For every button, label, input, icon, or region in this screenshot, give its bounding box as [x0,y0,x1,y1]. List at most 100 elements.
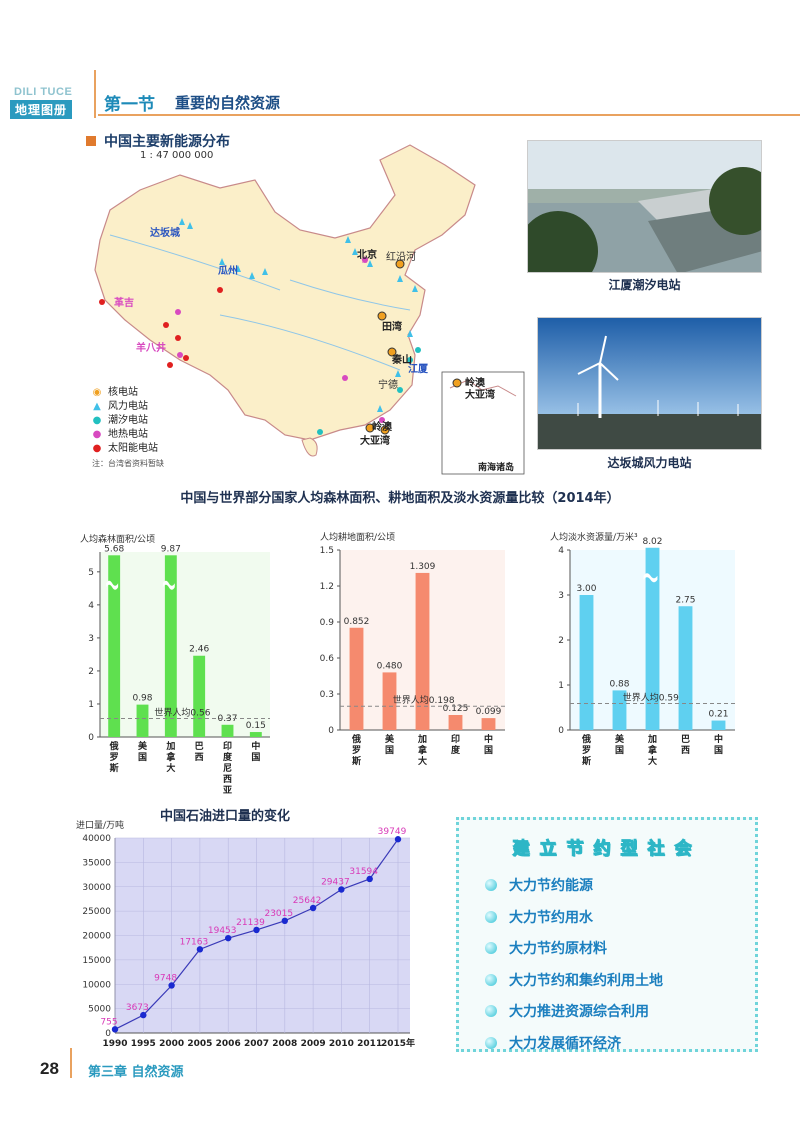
wind-icon: ▲ [93,401,101,412]
x-tick-label: 俄 [581,733,591,745]
x-tick-label: 拿 [647,744,658,756]
label-south-sea-islands: 南海诸岛 [478,461,514,473]
x-tick-label: 俄 [109,740,119,752]
data-label: 25642 [293,896,322,906]
bullet-icon [485,879,497,891]
legend-geothermal: ● 地热电站 [90,428,158,442]
section-number: 第一节 [104,95,155,115]
bar [349,627,364,730]
data-point [338,886,345,893]
x-tick-label: 斯 [352,755,361,767]
list-item: 大力推进资源综合利用 [485,1001,663,1021]
bullet-icon [485,1005,497,1017]
photo-caption-jiangxia: 江厦潮汐电站 [608,278,681,292]
data-label: 9.87 [161,544,181,554]
legend-tidal: ● 潮汐电站 [90,414,158,428]
farmland-area-chart: 人均耕地面积/公顷 0 0.3 0.6 0.9 1.2 1.5 0.852 俄罗斯 0.480 美国… [320,531,505,767]
list-item-text: 大力节约用水 [509,909,593,926]
data-point [196,946,204,953]
legend-label: 风力电站 [108,401,148,412]
x-tick-label: 亚 [223,785,232,796]
x-tick-label: 斯 [582,755,591,767]
legend-label: 地热电站 [108,429,148,440]
x-tick-label: 度 [223,751,233,763]
label-guazhou: 瓜州 [218,265,238,277]
world-average-label: 世界人均0.198 [393,694,455,706]
data-label: 0.099 [476,707,502,717]
nuclear-icon: ◉ [92,387,102,398]
title-square-icon [86,136,96,146]
axis-break-mark [162,580,175,590]
y-tick-label: 0 [558,726,564,736]
data-point [309,904,317,912]
x-tick-label: 国 [251,752,260,763]
data-label: 0.480 [377,661,403,671]
x-tick-label: 美 [385,733,395,745]
header-rule [98,114,800,116]
legend-label: 太阳能电站 [108,443,158,454]
y-tick-label: 35000 [82,858,111,868]
label-hongyanhe: 红沿河 [386,250,416,263]
x-tick-label: 美 [138,740,148,752]
x-tick-label: 美 [615,733,625,745]
conservation-list: 大力节约能源 大力节约用水 大力节约原材料 大力节约和集约利用土地 大力推进资源… [485,875,663,1064]
x-tick-label: 印 [223,740,232,752]
y-axis-label: 进口量/万吨 [76,819,124,831]
label-lingao: 岭澳 [372,420,393,433]
geothermal-icon: ● [92,429,102,440]
photo-caption-dabancheng: 达坂城风力电站 [607,456,692,470]
world-average-label: 世界人均0.59 [623,691,679,703]
solar-icon: ● [92,443,102,454]
x-tick-label: 国 [385,745,394,756]
oil-import-chart: 进口量/万吨 0 5000 10000 15000 20000 25000 30000 3500… [76,819,415,1049]
data-label: 5.68 [104,544,124,554]
x-tick-label: 加 [165,740,175,752]
geothermal-station-markers [175,257,385,423]
bar [249,732,262,737]
y-tick-label: 0.6 [320,654,335,664]
y-tick-label: 1.5 [320,546,334,556]
y-tick-label: 4 [88,601,94,611]
x-tick-label: 国 [484,745,493,756]
nuclear-station-markers [365,259,462,435]
chapter-label: 第三章 自然资源 [88,1065,184,1080]
x-tick-label: 2008 [272,1039,297,1049]
bar [481,718,496,730]
data-label: 0.125 [443,704,469,714]
label-jiangxia: 江厦 [408,362,429,375]
series-english: DILI TUCE [14,86,73,98]
beijing-star-icon: ★ [360,255,369,266]
label-qinshan: 秦山 [391,353,412,366]
china-land [94,144,476,441]
world-average-label: 世界人均0.56 [154,707,210,719]
bar [136,704,149,737]
bar [448,715,463,730]
axis-break-mark [106,580,119,590]
x-tick-label: 国 [714,745,723,756]
x-tick-label: 1995 [131,1039,156,1049]
x-tick-label: 罗 [110,752,119,763]
x-tick-label: 斯 [110,762,119,774]
label-beijing: 北京 [357,248,377,261]
y-tick-label: 20000 [82,932,111,942]
bar [711,720,726,730]
data-label: 21139 [236,918,265,928]
label-lingao-inset: 岭澳 [465,376,486,389]
list-item-text: 大力节约原材料 [509,941,607,957]
x-tick-label: 大 [166,762,175,774]
data-label: 3673 [126,1003,149,1013]
list-item-text: 大力推进资源综合利用 [509,1004,649,1020]
list-item: 大力节约能源 [485,875,663,895]
y-tick-label: 1 [88,700,94,710]
x-tick-label: 2006 [216,1039,241,1049]
conservation-box: 建立节约型社会 大力节约能源 大力节约用水 大力节约原材料 大力节约和集约利用土… [456,817,758,1052]
x-tick-label: 2011 [357,1039,382,1049]
x-tick-label: 罗 [352,745,361,756]
data-label: 17163 [180,937,209,947]
data-label: 19453 [208,926,237,936]
bullet-icon [485,973,497,986]
y-tick-label: 1.2 [320,582,334,592]
bar [108,555,121,737]
data-label: 2.75 [675,595,695,605]
x-tick-label: 罗 [582,745,591,756]
